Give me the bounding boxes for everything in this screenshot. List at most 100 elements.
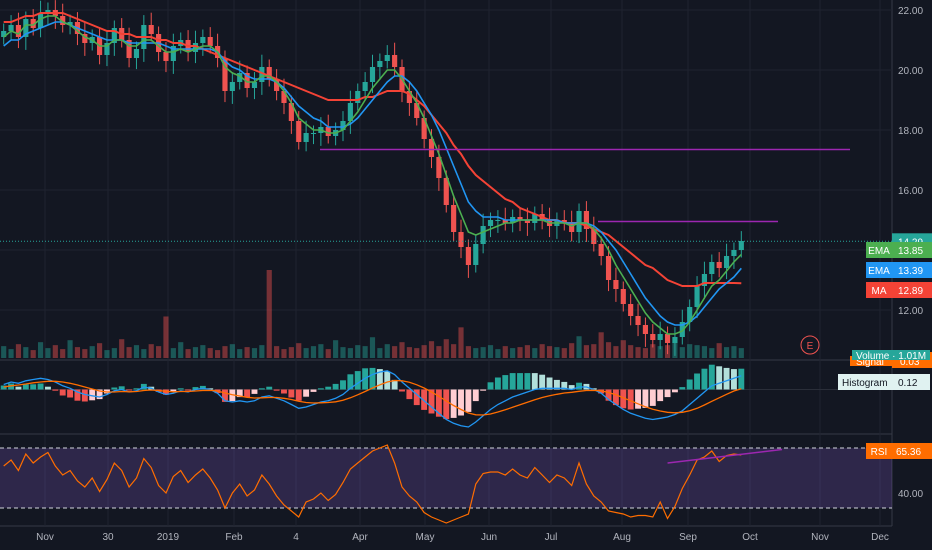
volume-bar	[406, 347, 412, 358]
rsi-panel[interactable]	[0, 444, 892, 524]
histogram-bar	[332, 383, 339, 390]
time-tick-label: May	[416, 532, 435, 543]
histogram-bar	[598, 389, 605, 394]
histogram-bar	[524, 373, 531, 390]
histogram-label: Histogram	[842, 378, 888, 389]
ema-slow-line	[3, 21, 742, 326]
signal-label: Signal	[856, 357, 884, 368]
price-panel[interactable]: E	[0, 0, 892, 358]
candle-body	[296, 121, 302, 142]
indicator-badge-value: 13.39	[898, 266, 923, 277]
volume-bar	[52, 345, 58, 358]
volume-bar	[377, 348, 383, 358]
candle-body	[15, 25, 22, 37]
histogram-bar	[244, 389, 251, 398]
volume-bar	[701, 346, 708, 358]
histogram-bar	[22, 384, 29, 390]
volume-bar	[200, 345, 206, 358]
histogram-bar	[649, 389, 656, 406]
histogram-bar	[406, 389, 413, 400]
volume-bar	[67, 340, 73, 358]
histogram-bar	[192, 387, 199, 390]
histogram-bar	[730, 369, 737, 390]
volume-bar	[620, 340, 626, 358]
volume-bar	[480, 347, 486, 358]
candle-body	[569, 223, 575, 232]
candle-body	[325, 127, 331, 136]
histogram-bar	[465, 389, 472, 412]
histogram-bar	[89, 389, 96, 401]
candle-body	[635, 316, 641, 325]
volume-bar	[546, 346, 553, 358]
volume-bar	[687, 344, 693, 358]
candle-body	[251, 82, 258, 88]
candle-body	[148, 25, 154, 34]
histogram-bar	[133, 388, 140, 390]
candle-body	[207, 37, 213, 46]
candle-body	[576, 211, 582, 232]
candle-body	[436, 157, 442, 178]
candle-body	[642, 325, 649, 334]
volume-bar	[37, 342, 44, 358]
candle-body	[502, 220, 508, 223]
candle-body	[650, 334, 656, 340]
histogram-bar	[170, 389, 177, 392]
price-tick-label: 16.00	[898, 186, 923, 197]
rsi-trendline	[667, 448, 783, 464]
histogram-bar	[295, 389, 302, 401]
volume-bar	[251, 348, 258, 358]
candle-body	[620, 289, 626, 304]
histogram-bar	[435, 389, 442, 417]
earnings-label: E	[807, 341, 814, 352]
histogram-bar	[37, 383, 44, 390]
indicator-badge: EMA 13.39	[866, 262, 932, 278]
signal-value: 0.03	[900, 357, 920, 368]
volume-bar	[613, 346, 619, 358]
volume-bar	[133, 345, 140, 358]
volume-bar	[141, 349, 147, 358]
volume-bar	[45, 348, 51, 358]
price-tick-label: 18.00	[898, 126, 923, 137]
macd-panel[interactable]	[0, 364, 892, 428]
histogram-bar	[303, 389, 310, 397]
volume-bar	[731, 346, 737, 358]
volume-bar	[104, 350, 110, 358]
histogram-bar	[317, 388, 324, 390]
volume-bar	[89, 346, 95, 358]
candle-body	[664, 334, 671, 343]
histogram-bar	[347, 374, 354, 390]
volume-bar	[237, 349, 243, 358]
macd-legend: Signal 0.03 Histogram 0.12 Volume · 1.01M	[838, 350, 930, 390]
indicator-badge-label: EMA	[868, 266, 890, 277]
indicator-badges: 14.29EMA13.85EMA13.39MA12.89Signal0.03Hi…	[838, 233, 932, 459]
volume-bar	[82, 349, 88, 358]
time-axis[interactable]: Nov 30 2019 Feb 4 Apr May Jun Jul Aug Sep Oct Nov Dec	[36, 532, 889, 543]
volume-bar	[628, 345, 634, 358]
volume-bar	[635, 347, 641, 358]
histogram-bar	[288, 389, 295, 398]
histogram-bar	[310, 389, 317, 392]
candle-body	[222, 58, 228, 91]
histogram-bar	[539, 374, 546, 390]
candle-body	[384, 55, 390, 61]
volume-bar	[539, 344, 545, 358]
candle-body	[495, 220, 501, 221]
volume-bar	[532, 348, 538, 358]
volume-bar	[576, 336, 582, 358]
candle-body	[266, 67, 272, 79]
volume-bar	[96, 343, 103, 358]
histogram-bar	[443, 389, 450, 420]
histogram-bar	[635, 389, 641, 409]
histogram-bar	[391, 379, 398, 390]
volume-bar	[510, 348, 516, 358]
candle-body	[237, 73, 243, 82]
histogram-bar	[642, 389, 649, 408]
ema-fast-line	[3, 15, 742, 335]
histogram-bar	[67, 389, 74, 398]
volume-bar	[694, 345, 700, 358]
volume-bar	[281, 349, 287, 358]
price-tick-label: 20.00	[898, 66, 923, 77]
volume-bar	[156, 346, 162, 358]
indicator-badge-value: 12.89	[898, 286, 923, 297]
